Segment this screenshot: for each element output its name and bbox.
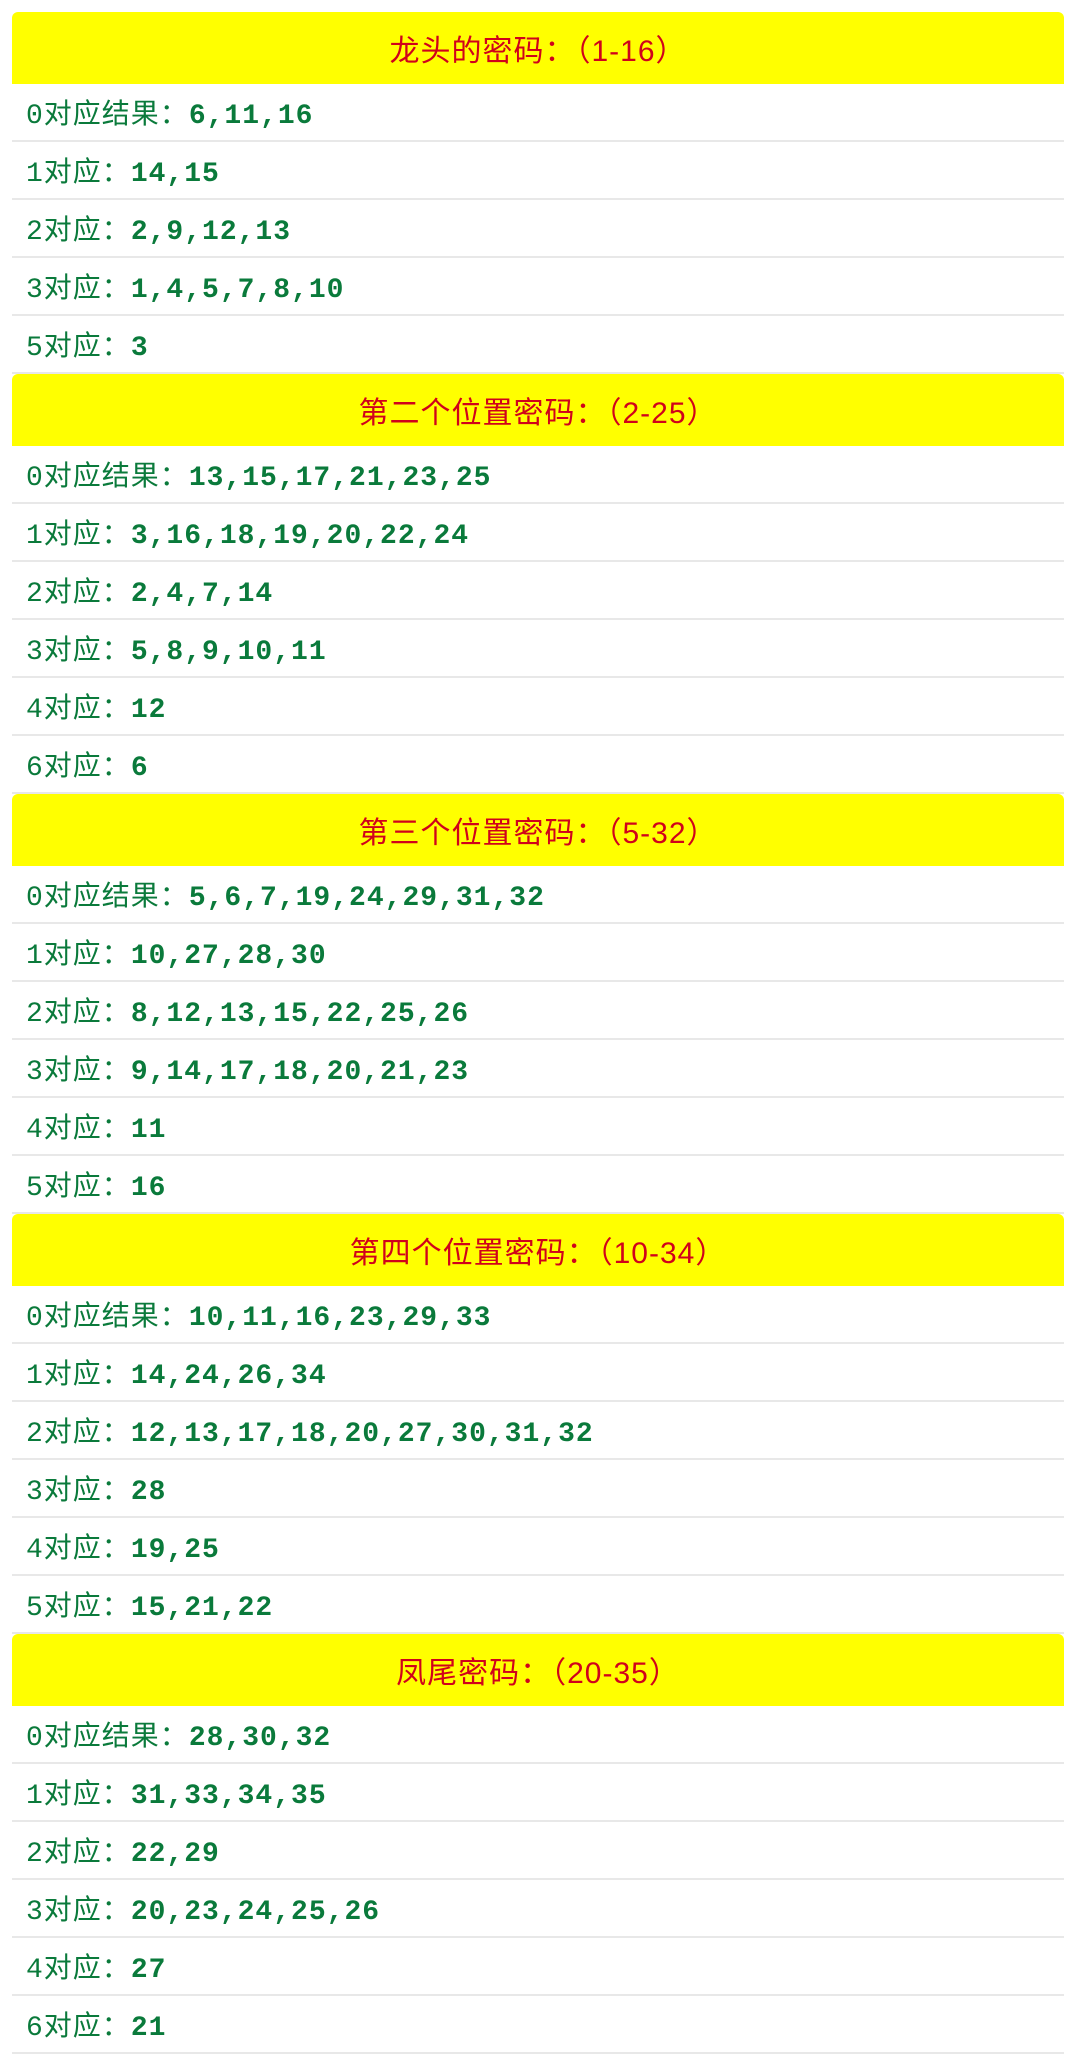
row-numbers: 21 (131, 2013, 167, 2044)
row-numbers: 10,27,28,30 (131, 941, 327, 972)
row-numbers: 12,13,17,18,20,27,30,31,32 (131, 1419, 594, 1450)
row-label: 4对应： (26, 1115, 131, 1146)
data-row: 1对应：3,16,18,19,20,22,24 (12, 504, 1064, 562)
section-header: 凤尾密码：（20-35） (12, 1634, 1064, 1706)
row-label: 1对应： (26, 1361, 131, 1392)
row-label: 4对应： (26, 695, 131, 726)
data-row: 0对应结果：10,11,16,23,29,33 (12, 1286, 1064, 1344)
row-numbers: 5,8,9,10,11 (131, 637, 327, 668)
row-numbers: 28,30,32 (189, 1723, 331, 1754)
row-numbers: 9,14,17,18,20,21,23 (131, 1057, 469, 1088)
row-label: 3对应： (26, 637, 131, 668)
row-label: 0对应结果： (26, 463, 189, 494)
row-label: 3对应： (26, 275, 131, 306)
data-row: 1对应：14,24,26,34 (12, 1344, 1064, 1402)
data-row: 6对应：6 (12, 736, 1064, 794)
row-numbers: 11 (131, 1115, 167, 1146)
data-row: 0对应结果：13,15,17,21,23,25 (12, 446, 1064, 504)
row-numbers: 3 (131, 333, 149, 364)
data-row: 3对应：28 (12, 1460, 1064, 1518)
row-numbers: 16 (131, 1173, 167, 1204)
row-label: 1对应： (26, 159, 131, 190)
row-numbers: 2,9,12,13 (131, 217, 291, 248)
row-numbers: 13,15,17,21,23,25 (189, 463, 492, 494)
section-header: 第三个位置密码：（5-32） (12, 794, 1064, 866)
row-label: 0对应结果： (26, 1723, 189, 1754)
data-row: 0对应结果：6,11,16 (12, 84, 1064, 142)
row-label: 1对应： (26, 1781, 131, 1812)
data-row: 2对应：2,9,12,13 (12, 200, 1064, 258)
data-row: 3对应：9,14,17,18,20,21,23 (12, 1040, 1064, 1098)
row-numbers: 10,11,16,23,29,33 (189, 1303, 492, 1334)
row-label: 3对应： (26, 1057, 131, 1088)
data-row: 4对应：12 (12, 678, 1064, 736)
row-numbers: 6 (131, 753, 149, 784)
row-numbers: 1,4,5,7,8,10 (131, 275, 345, 306)
row-numbers: 14,24,26,34 (131, 1361, 327, 1392)
data-row: 5对应：3 (12, 316, 1064, 374)
row-label: 2对应： (26, 579, 131, 610)
data-row: 3对应：20,23,24,25,26 (12, 1880, 1064, 1938)
row-label: 2对应： (26, 1839, 131, 1870)
row-numbers: 28 (131, 1477, 167, 1508)
data-row: 2对应：12,13,17,18,20,27,30,31,32 (12, 1402, 1064, 1460)
row-label: 0对应结果： (26, 883, 189, 914)
section-header: 第二个位置密码：（2-25） (12, 374, 1064, 446)
data-row: 2对应：8,12,13,15,22,25,26 (12, 982, 1064, 1040)
row-label: 3对应： (26, 1897, 131, 1928)
row-numbers: 19,25 (131, 1535, 220, 1566)
data-row: 4对应：27 (12, 1938, 1064, 1996)
data-row: 6对应：21 (12, 1996, 1064, 2054)
row-numbers: 2,4,7,14 (131, 579, 273, 610)
row-numbers: 8,12,13,15,22,25,26 (131, 999, 469, 1030)
section-header: 龙头的密码：（1-16） (12, 12, 1064, 84)
data-row: 1对应：14,15 (12, 142, 1064, 200)
data-row: 5对应：16 (12, 1156, 1064, 1214)
row-label: 5对应： (26, 1593, 131, 1624)
row-label: 0对应结果： (26, 1303, 189, 1334)
row-label: 2对应： (26, 217, 131, 248)
data-row: 0对应结果：28,30,32 (12, 1706, 1064, 1764)
row-numbers: 5,6,7,19,24,29,31,32 (189, 883, 545, 914)
row-numbers: 3,16,18,19,20,22,24 (131, 521, 469, 552)
row-numbers: 14,15 (131, 159, 220, 190)
data-row: 5对应：15,21,22 (12, 1576, 1064, 1634)
data-row: 0对应结果：5,6,7,19,24,29,31,32 (12, 866, 1064, 924)
data-row: 4对应：19,25 (12, 1518, 1064, 1576)
data-row: 2对应：22,29 (12, 1822, 1064, 1880)
row-label: 4对应： (26, 1955, 131, 1986)
row-label: 0对应结果： (26, 101, 189, 132)
data-row: 3对应：1,4,5,7,8,10 (12, 258, 1064, 316)
row-numbers: 12 (131, 695, 167, 726)
data-row: 3对应：5,8,9,10,11 (12, 620, 1064, 678)
row-numbers: 6,11,16 (189, 101, 314, 132)
row-label: 6对应： (26, 753, 131, 784)
row-label: 3对应： (26, 1477, 131, 1508)
row-numbers: 22,29 (131, 1839, 220, 1870)
row-numbers: 31,33,34,35 (131, 1781, 327, 1812)
data-row: 1对应：31,33,34,35 (12, 1764, 1064, 1822)
row-label: 5对应： (26, 1173, 131, 1204)
row-label: 1对应： (26, 521, 131, 552)
row-label: 1对应： (26, 941, 131, 972)
code-table-container: 龙头的密码：（1-16）0对应结果：6,11,161对应：14,152对应：2,… (12, 12, 1064, 2054)
row-numbers: 15,21,22 (131, 1593, 273, 1624)
row-numbers: 27 (131, 1955, 167, 1986)
row-label: 6对应： (26, 2013, 131, 2044)
data-row: 4对应：11 (12, 1098, 1064, 1156)
row-numbers: 20,23,24,25,26 (131, 1897, 380, 1928)
row-label: 2对应： (26, 999, 131, 1030)
row-label: 5对应： (26, 333, 131, 364)
row-label: 4对应： (26, 1535, 131, 1566)
row-label: 2对应： (26, 1419, 131, 1450)
section-header: 第四个位置密码：（10-34） (12, 1214, 1064, 1286)
data-row: 2对应：2,4,7,14 (12, 562, 1064, 620)
data-row: 1对应：10,27,28,30 (12, 924, 1064, 982)
